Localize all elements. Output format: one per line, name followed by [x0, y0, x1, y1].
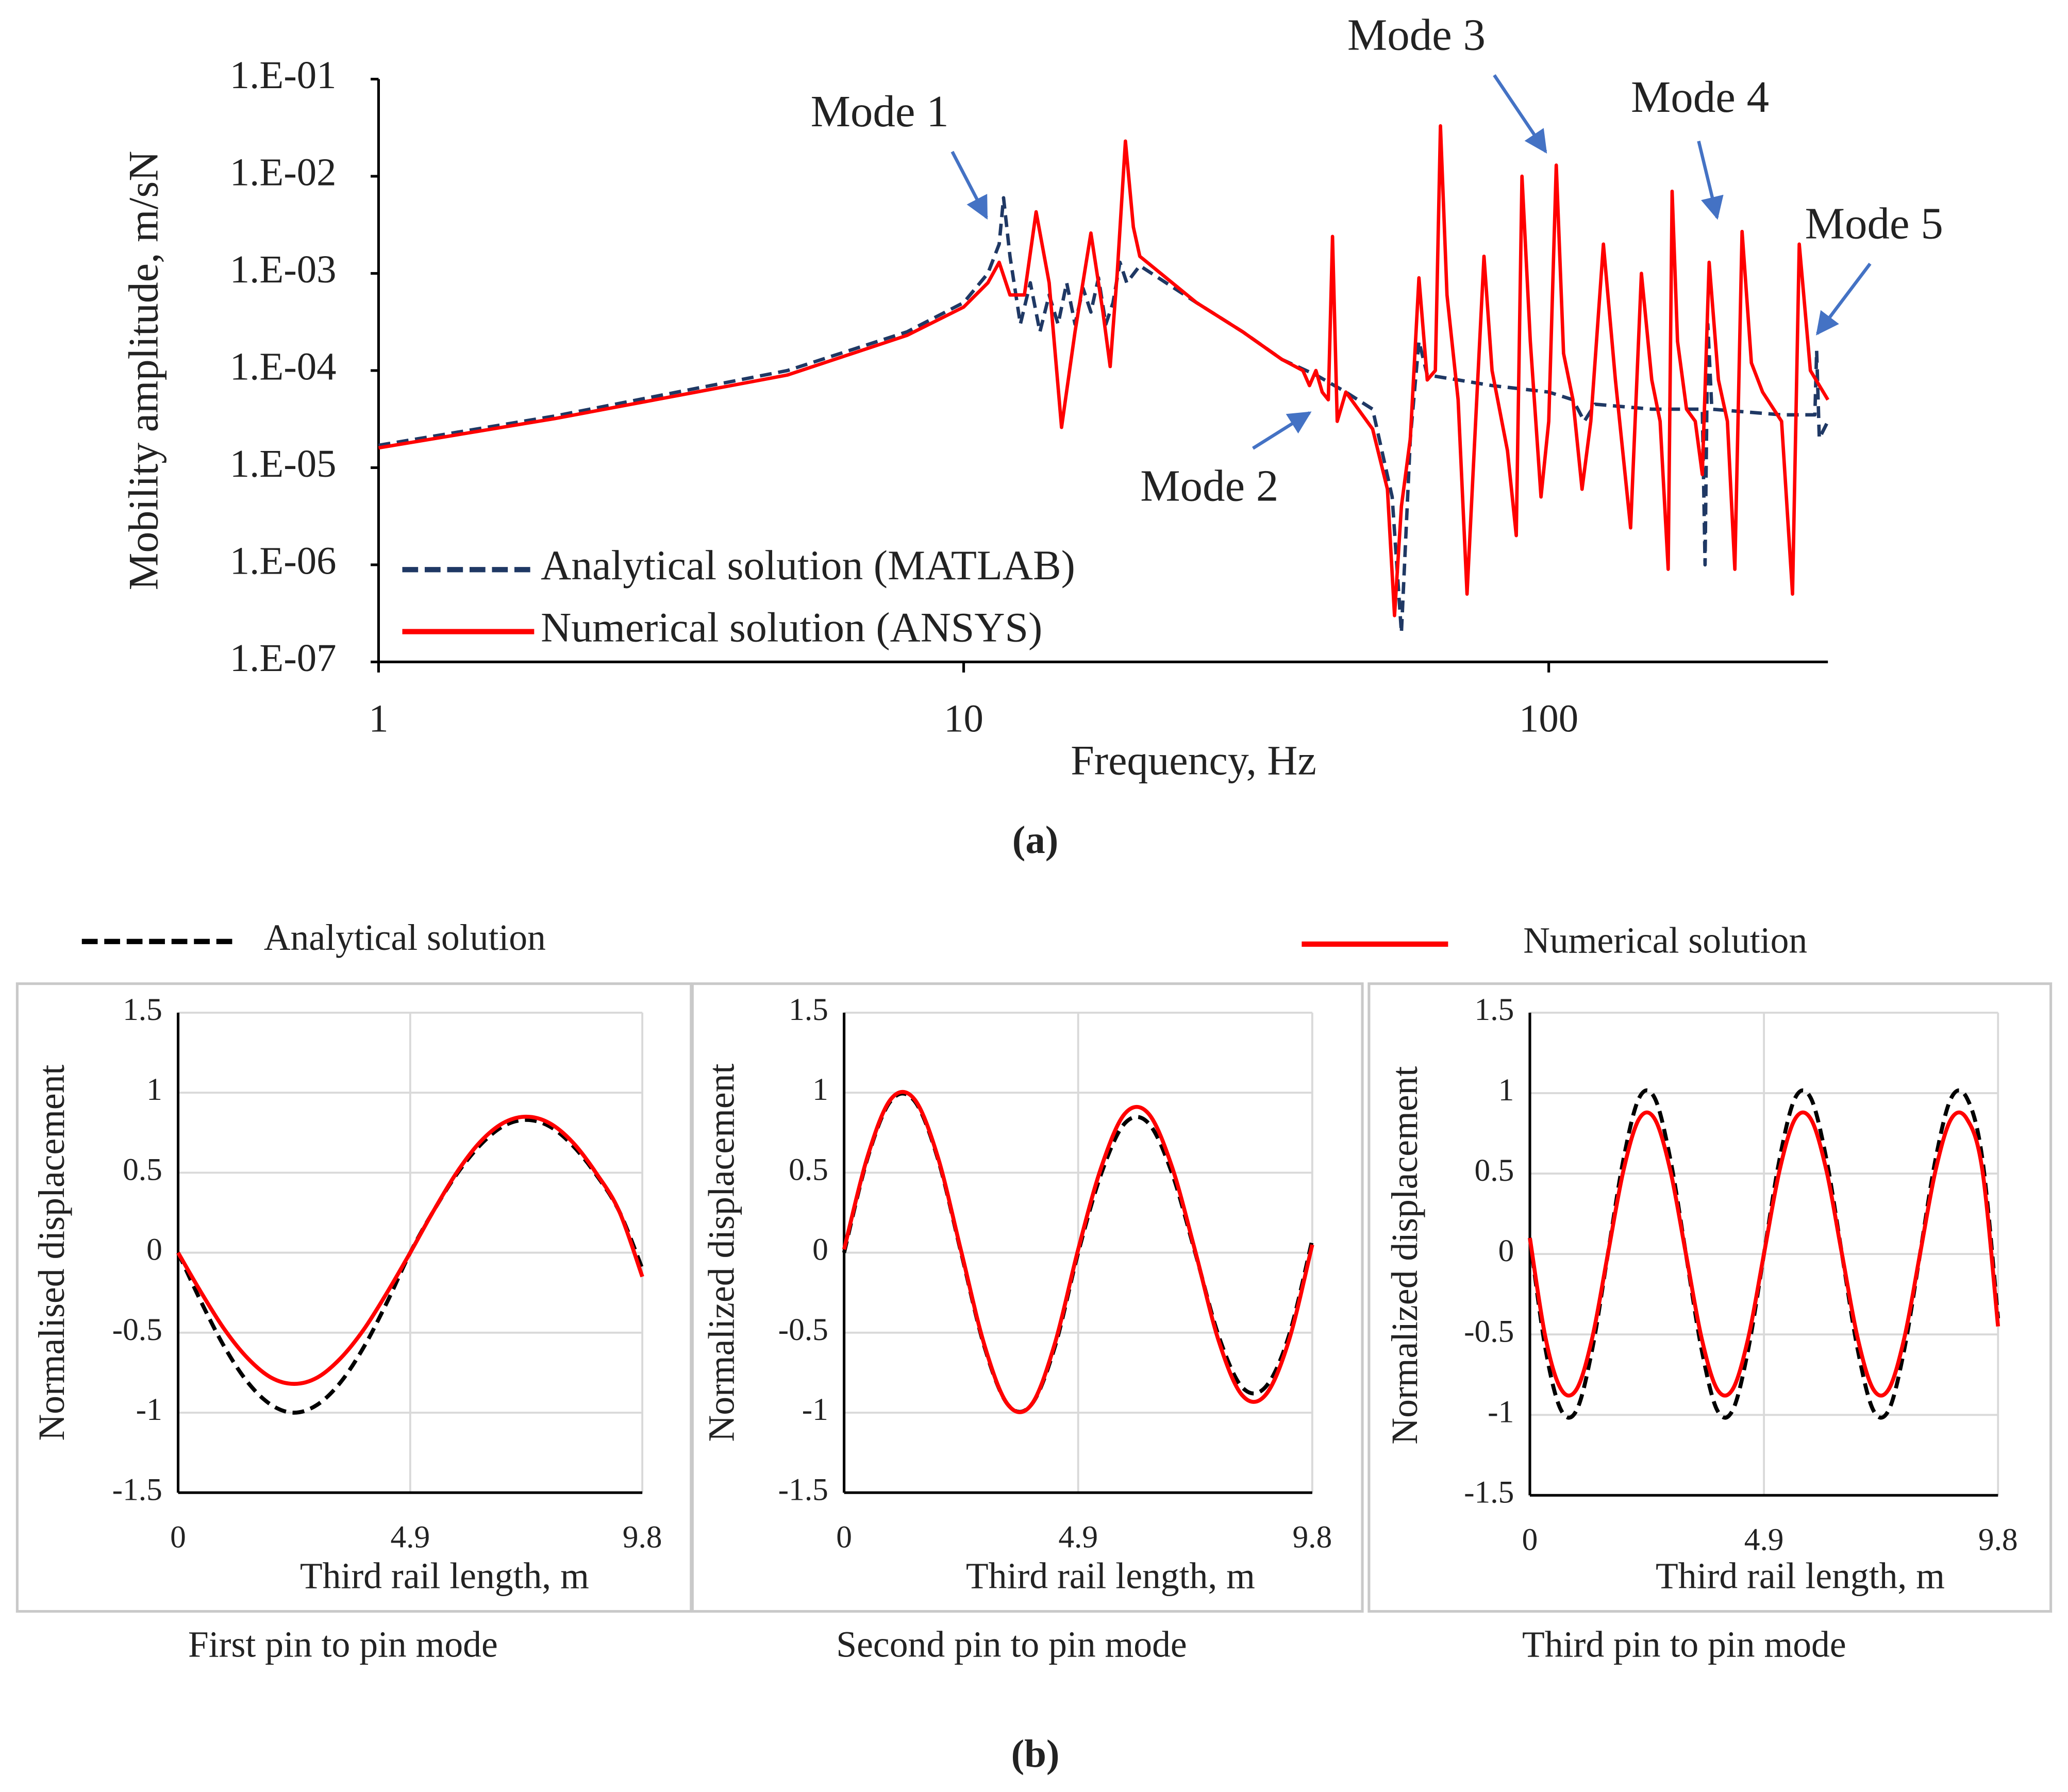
y-tick-label: -1.5	[778, 1472, 828, 1507]
x-tick-label: 1	[369, 697, 388, 741]
annotation-arrow	[1697, 141, 1724, 220]
annotation: Mode 4	[1631, 72, 1769, 122]
y-axis-label: Normalised displacement	[31, 1064, 72, 1441]
annotation-arrow	[1252, 411, 1312, 450]
annotation: Mode 5	[1805, 198, 1943, 248]
y-tick-label: 1.5	[123, 992, 162, 1027]
x-tick-label: 9.8	[623, 1519, 662, 1554]
subplot-caption: Third pin to pin mode	[1522, 1624, 1846, 1665]
y-axis-label: Mobility amplitude, m/sN	[120, 151, 166, 591]
y-tick-label: 1	[1498, 1073, 1514, 1108]
x-tick-label: 0	[836, 1519, 852, 1554]
y-tick-label: 1	[146, 1072, 162, 1107]
series-line	[378, 124, 1830, 617]
legend-label: Analytical solution (MATLAB)	[541, 542, 1075, 589]
legend-label: Analytical solution	[264, 917, 546, 958]
y-tick-label: 0.5	[123, 1152, 162, 1187]
y-tick-label: 0.5	[1475, 1153, 1514, 1188]
y-tick-label: 0	[812, 1232, 828, 1267]
annotation-arrow	[950, 150, 988, 220]
x-tick-label: 4.9	[390, 1519, 430, 1554]
annotation: Mode 1	[811, 86, 949, 136]
y-tick-label: -0.5	[112, 1312, 162, 1347]
x-tick-label: 100	[1519, 697, 1578, 741]
x-tick-label: 0	[170, 1519, 186, 1554]
panel-label: (b)	[1011, 1732, 1060, 1776]
annotation: Mode 2	[1140, 461, 1278, 511]
y-tick-label: 0.5	[789, 1152, 828, 1187]
x-axis-label: Third rail length, m	[300, 1556, 589, 1597]
y-tick-label: 1.E-03	[230, 247, 337, 291]
y-tick-label: -1	[136, 1392, 162, 1427]
x-axis-label: Third rail length, m	[966, 1556, 1255, 1597]
y-tick-label: -1.5	[1464, 1475, 1514, 1510]
y-tick-label: 1.E-02	[230, 150, 337, 194]
y-tick-label: 1.E-01	[230, 53, 337, 97]
x-tick-label: 10	[944, 697, 983, 741]
annotation-arrow	[1493, 74, 1547, 154]
annotation: Mode 3	[1347, 10, 1486, 60]
subplot-caption: First pin to pin mode	[188, 1624, 498, 1665]
panel-border	[1367, 982, 2053, 1613]
series-line	[1528, 1110, 2000, 1398]
legend-label: Numerical solution (ANSYS)	[541, 604, 1042, 650]
y-tick-label: -0.5	[1464, 1314, 1514, 1349]
y-tick-label: 0	[1498, 1233, 1514, 1268]
y-tick-label: -1.5	[112, 1472, 162, 1507]
annotation-arrow	[1816, 262, 1872, 336]
y-tick-label: 1.E-05	[230, 442, 337, 485]
series-line	[176, 1114, 644, 1386]
y-tick-label: -1	[1488, 1394, 1514, 1429]
y-tick-label: 1.5	[1475, 992, 1514, 1027]
y-tick-label: 1.E-06	[230, 539, 337, 582]
y-tick-label: 1.E-07	[230, 636, 337, 680]
y-tick-label: -0.5	[778, 1312, 828, 1347]
panel-border	[691, 982, 1364, 1613]
x-tick-label: 0	[1522, 1522, 1538, 1557]
subplot-caption: Second pin to pin mode	[836, 1624, 1187, 1665]
y-tick-label: 1.E-04	[230, 345, 337, 389]
x-tick-label: 9.8	[1978, 1522, 2018, 1557]
y-tick-label: 1.5	[789, 992, 828, 1027]
y-axis-label: Normalized displacement	[702, 1064, 742, 1442]
x-axis-label: Third rail length, m	[1656, 1556, 1945, 1597]
y-tick-label: 1	[812, 1072, 828, 1107]
y-tick-label: -1	[802, 1392, 828, 1427]
legend-label: Numerical solution	[1523, 920, 1807, 961]
x-axis-label: Frequency, Hz	[1071, 737, 1316, 784]
x-tick-label: 4.9	[1058, 1519, 1098, 1554]
y-tick-label: 0	[146, 1232, 162, 1267]
x-tick-label: 9.8	[1292, 1519, 1332, 1554]
panel-label: (a)	[1012, 818, 1059, 862]
y-axis-label: Normalized displacement	[1385, 1066, 1425, 1445]
x-tick-label: 4.9	[1744, 1522, 1784, 1557]
series-line	[842, 1090, 1314, 1414]
